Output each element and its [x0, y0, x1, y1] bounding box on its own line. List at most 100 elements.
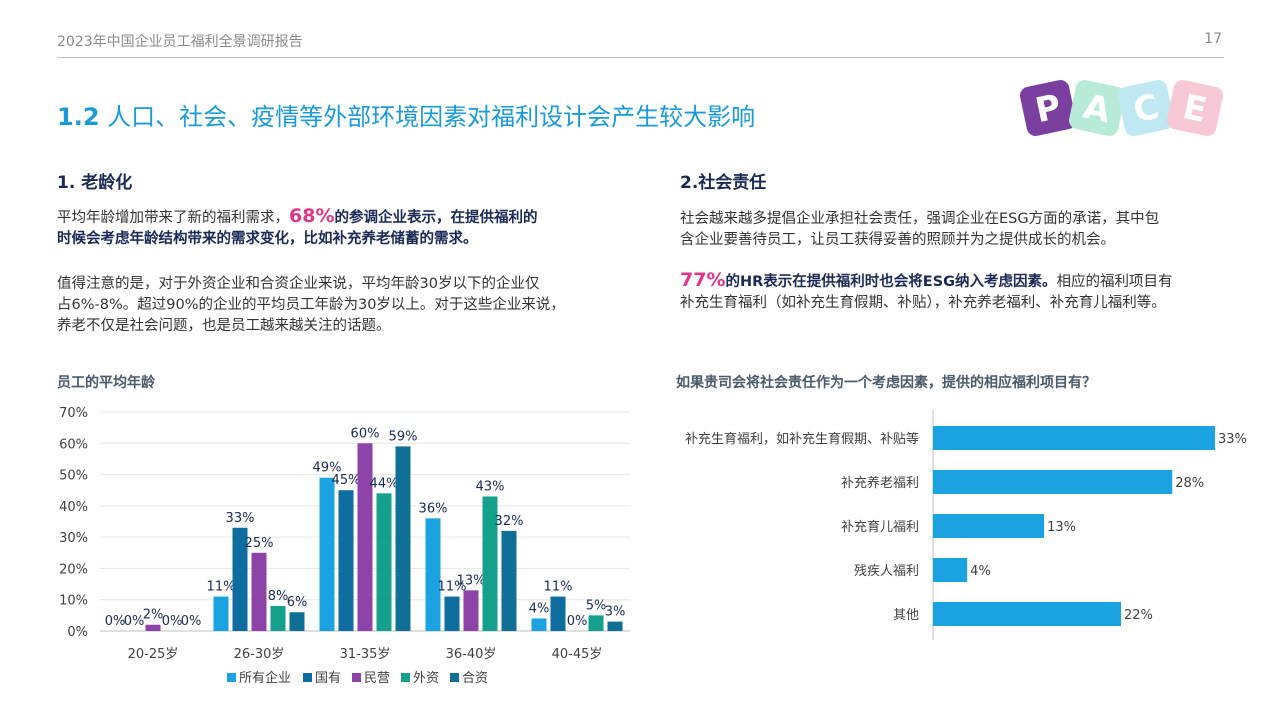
- x-tick-label: 26-30岁: [234, 647, 285, 662]
- bar: [933, 426, 1215, 450]
- data-label: 49%: [313, 461, 342, 476]
- y-tick-label: 40%: [59, 500, 88, 515]
- data-label: 0%: [162, 614, 183, 629]
- header-divider: [57, 57, 1224, 58]
- bar: [531, 618, 547, 631]
- aging-paragraph-1: 平均年龄增加带来了新的福利需求，68%的参调企业表示，在提供福利的 时候会考虑年…: [57, 206, 627, 250]
- y-tick-label: 0%: [67, 625, 88, 640]
- social-p2-cont: 补充生育福利（如补充生育假期、补贴），补充养老福利、补充育儿福利等。: [680, 295, 1166, 311]
- aging-p1-intro: 平均年龄增加带来了新的福利需求，: [57, 210, 289, 226]
- y-tick-label: 60%: [59, 437, 88, 452]
- data-label: 2%: [143, 608, 164, 623]
- data-label: 11%: [544, 580, 573, 595]
- data-label: 33%: [1218, 432, 1247, 447]
- legend-label: 外资: [413, 671, 439, 686]
- logo-tile-bg: [1118, 80, 1174, 136]
- category-label: 残疾人福利: [854, 564, 919, 579]
- logo-tile: C: [1118, 80, 1174, 136]
- data-label: 28%: [1175, 476, 1204, 491]
- logo-tile: A: [1069, 80, 1125, 136]
- aging-p1-bold: 的参调企业表示，在提供福利的: [334, 210, 538, 226]
- social-paragraph-2: 77%的HR表示在提供福利时也会将ESG纳入考虑因素。相应的福利项目有 补充生育…: [680, 270, 1240, 314]
- category-label: 补充育儿福利: [841, 519, 919, 535]
- bar: [933, 602, 1121, 626]
- bar: [588, 615, 604, 631]
- data-label: 43%: [476, 479, 505, 494]
- data-label: 4%: [529, 601, 550, 616]
- bar: [933, 558, 968, 582]
- bar: [933, 470, 1173, 494]
- legend-label: 民营: [364, 671, 390, 686]
- data-label: 8%: [268, 589, 289, 604]
- logo-tile: E: [1167, 80, 1223, 136]
- social-p2-text: 相应的福利项目有: [1056, 274, 1173, 290]
- y-tick-label: 20%: [59, 562, 88, 577]
- report-title: 2023年中国企业员工福利全景调研报告: [57, 34, 303, 50]
- page-title: 1.2 人口、社会、疫情等外部环境因素对福利设计会产生较大影响: [57, 97, 755, 132]
- data-label: 5%: [586, 598, 607, 613]
- data-label: 0%: [105, 614, 126, 629]
- social-p1-line: 含企业要善待员工，让员工获得妥善的照顾并为之提供成长的机会。: [680, 232, 1115, 248]
- legend-swatch: [401, 673, 410, 682]
- section-number: 1.2: [57, 103, 100, 131]
- data-label: 11%: [438, 580, 467, 595]
- y-tick-label: 50%: [59, 469, 88, 484]
- bar: [463, 590, 479, 631]
- bar: [145, 624, 161, 631]
- aging-highlight-68: 68%: [289, 205, 335, 227]
- bar: [338, 490, 354, 631]
- social-p1-line: 社会越来越多提倡企业承担社会责任，强调企业在ESG方面的承诺，其中包: [680, 211, 1160, 227]
- bar: [357, 443, 373, 631]
- bar: [289, 612, 305, 631]
- bar: [501, 530, 517, 631]
- x-tick-label: 20-25岁: [128, 647, 179, 662]
- bar: [395, 446, 411, 631]
- age-chart-title: 员工的平均年龄: [57, 375, 155, 391]
- data-label: 32%: [495, 514, 524, 529]
- aging-paragraph-2: 值得注意的是，对于外资企业和合资企业来说，平均年龄30岁以下的企业仅 占6%-8…: [57, 274, 627, 337]
- data-label: 13%: [1047, 520, 1076, 535]
- benefit-chart: 补充生育福利，如补充生育假期、补贴等 33% 补充养老福利 28% 补充育儿福利 13% 残…: [685, 410, 1247, 640]
- bar: [270, 605, 286, 631]
- data-label: 33%: [226, 511, 255, 526]
- bar: [550, 596, 566, 631]
- logo-tile-bg: [1069, 80, 1125, 136]
- logo-tile-bg: [1020, 80, 1076, 136]
- bar: [933, 514, 1045, 538]
- legend-label: 国有: [315, 671, 341, 686]
- data-label: 59%: [389, 429, 418, 444]
- y-tick-label: 70%: [59, 406, 88, 421]
- x-tick-label: 31-35岁: [340, 647, 391, 662]
- bar: [444, 596, 460, 631]
- bar: [376, 493, 392, 631]
- y-tick-label: 10%: [59, 594, 88, 609]
- data-label: 13%: [457, 573, 486, 588]
- data-label: 44%: [370, 476, 399, 491]
- category-label: 其他: [893, 608, 919, 623]
- bar: [482, 496, 498, 631]
- data-label: 0%: [124, 614, 145, 629]
- bar: [425, 518, 441, 631]
- social-p2-bold: 的HR表示在提供福利时也会将ESG纳入考虑因素。: [725, 274, 1057, 290]
- age-chart: 0%10%20%30%40%50%60%70%20-25岁0%0%2%0%0%2…: [59, 406, 630, 686]
- legend-label: 所有企业: [239, 670, 291, 686]
- bar: [319, 477, 335, 631]
- data-label: 3%: [605, 605, 626, 620]
- bar: [251, 552, 267, 631]
- data-label: 4%: [970, 564, 991, 579]
- category-label: 补充生育福利，如补充生育假期、补贴等: [685, 431, 919, 447]
- aging-p2-line: 养老不仅是社会问题，也是员工越来越关注的话题。: [57, 318, 391, 334]
- legend-label: 合资: [462, 671, 488, 686]
- section-title-text: 人口、社会、疫情等外部环境因素对福利设计会产生较大影响: [107, 103, 756, 131]
- social-highlight-77: 77%: [680, 269, 726, 291]
- x-tick-label: 36-40岁: [446, 647, 497, 662]
- category-label: 补充养老福利: [841, 475, 919, 491]
- legend-swatch: [352, 673, 361, 682]
- data-label: 11%: [207, 580, 236, 595]
- logo-tile-bg: [1167, 80, 1223, 136]
- legend-swatch: [303, 673, 312, 682]
- section-heading-social-responsibility: 2.社会责任: [680, 173, 767, 193]
- benefit-chart-title: 如果贵司会将社会责任作为一个考虑因素，提供的相应福利项目有？: [676, 375, 1096, 391]
- bar: [213, 596, 229, 631]
